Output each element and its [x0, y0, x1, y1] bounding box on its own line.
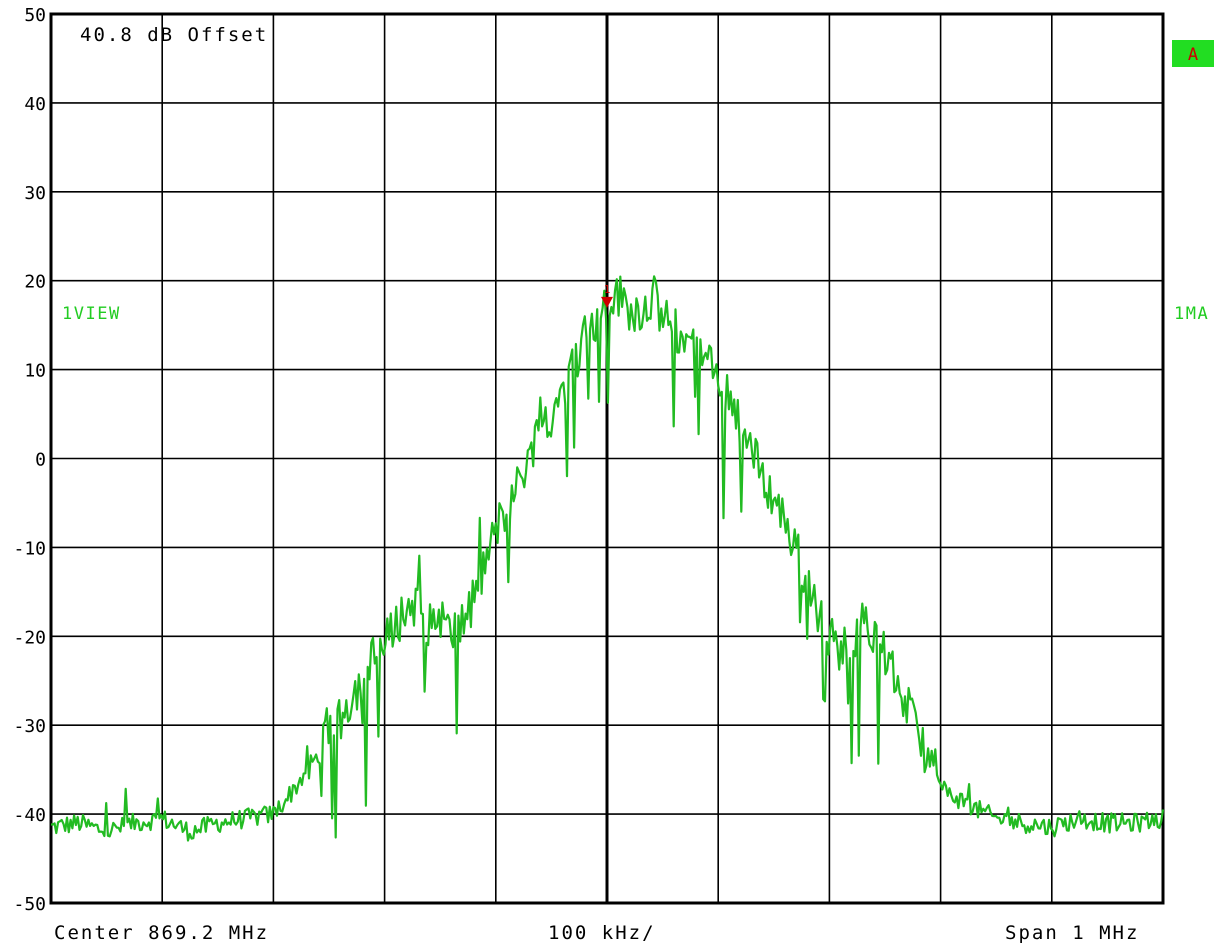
y-tick-label: 30 — [24, 183, 46, 204]
y-tick-label: -50 — [13, 894, 46, 915]
grid — [49, 12, 1165, 905]
y-tick-labels: 50 40 30 20 10 0 -10 -20 -30 -40 -50 — [13, 5, 46, 915]
trace-badge-label: A — [1188, 45, 1198, 65]
span-label: Span 1 MHz — [1005, 922, 1139, 944]
trace-badge — [1172, 40, 1214, 67]
y-tick-label: 20 — [24, 272, 46, 293]
trace-mode-right-label: 1MA — [1174, 304, 1209, 324]
y-tick-label: 40 — [24, 94, 46, 115]
offset-annotation: 40.8 dB Offset — [80, 24, 268, 46]
y-tick-label: -40 — [13, 805, 46, 826]
y-tick-label: 0 — [35, 450, 46, 471]
marker-1-triangle — [601, 296, 613, 308]
center-frequency-label: Center 869.2 MHz — [54, 922, 269, 944]
trace-mode-left-label: 1VIEW — [62, 304, 121, 324]
plot-frame — [49, 12, 1165, 905]
y-tick-label: 50 — [24, 5, 46, 26]
trace-layer — [50, 275, 1165, 842]
division-label: 100 kHz/ — [548, 922, 656, 944]
y-tick-label: -30 — [13, 716, 46, 737]
y-tick-label: 10 — [24, 361, 46, 382]
y-tick-label: -20 — [13, 627, 46, 648]
spectrum-trace — [50, 275, 1165, 842]
marker-layer: 1 — [601, 283, 613, 308]
y-tick-label: -10 — [13, 538, 46, 559]
marker-1-label: 1 — [604, 283, 611, 296]
